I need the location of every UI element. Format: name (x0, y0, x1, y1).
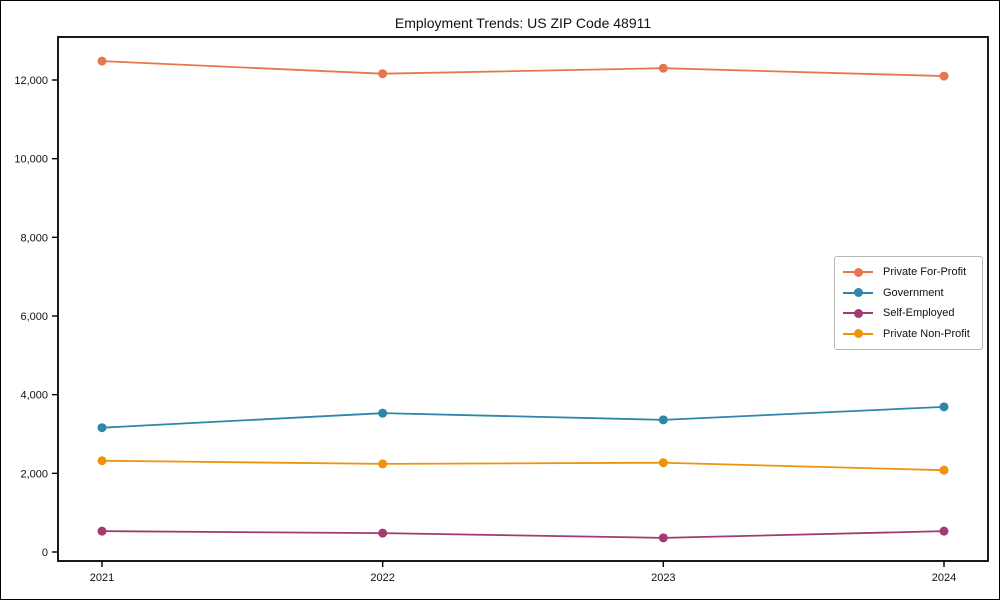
legend-label: Government (883, 286, 944, 299)
data-point-government (378, 408, 388, 418)
y-tick-label: 4,000 (20, 390, 48, 402)
series-line-private-non-profit (101, 459, 945, 472)
data-point-private-non-profit (939, 465, 949, 475)
y-tick-label: 2,000 (20, 468, 48, 480)
legend-line-dot-icon (843, 267, 873, 277)
legend-label: Private Non-Profit (883, 327, 970, 340)
legend-dot-icon (853, 288, 863, 298)
data-point-self-employed (658, 533, 668, 543)
series-line-government (101, 405, 945, 429)
y-tick-label: 12,000 (14, 75, 48, 87)
legend-line-dot-icon (843, 288, 873, 298)
x-tick-label: 2024 (932, 572, 956, 584)
data-point-self-employed (97, 526, 107, 536)
legend-item-government: Government (843, 283, 974, 304)
data-point-private-for-profit (939, 71, 949, 81)
chart-legend: Private For-Profit Government Self-Emplo… (834, 256, 983, 350)
x-tick-label: 2023 (651, 572, 675, 584)
y-tick-label: 6,000 (20, 311, 48, 323)
x-tick-label: 2021 (90, 572, 114, 584)
data-point-government (97, 423, 107, 433)
data-point-self-employed (939, 526, 949, 536)
legend-dot-icon (853, 267, 863, 277)
y-tick-label: 10,000 (14, 154, 48, 166)
x-tick-label: 2022 (370, 572, 394, 584)
plot-border (57, 36, 989, 562)
data-point-private-for-profit (658, 63, 668, 73)
legend-item-self-employed: Self-Employed (843, 303, 974, 324)
data-point-private-non-profit (378, 459, 388, 469)
data-point-private-for-profit (97, 56, 107, 66)
y-tick-label: 8,000 (20, 232, 48, 244)
data-point-private-non-profit (658, 458, 668, 468)
data-point-private-for-profit (378, 69, 388, 79)
legend-line-dot-icon (843, 308, 873, 318)
data-point-government (658, 415, 668, 425)
chart-title: Employment Trends: US ZIP Code 48911 (394, 15, 652, 31)
legend-dot-icon (853, 308, 863, 318)
data-point-self-employed (378, 528, 388, 538)
legend-dot-icon (853, 329, 863, 339)
legend-label: Private For-Profit (883, 266, 967, 279)
legend-item-private-non-profit: Private Non-Profit (843, 324, 974, 345)
legend-item-private-for-profit: Private For-Profit (843, 262, 974, 283)
legend-label: Self-Employed (883, 307, 955, 320)
data-point-private-non-profit (97, 456, 107, 466)
series-line-self-employed (101, 530, 945, 539)
legend-line-dot-icon (843, 329, 873, 339)
data-point-government (939, 402, 949, 412)
series-line-private-for-profit (101, 60, 945, 77)
y-tick-label: 0 (42, 547, 48, 559)
